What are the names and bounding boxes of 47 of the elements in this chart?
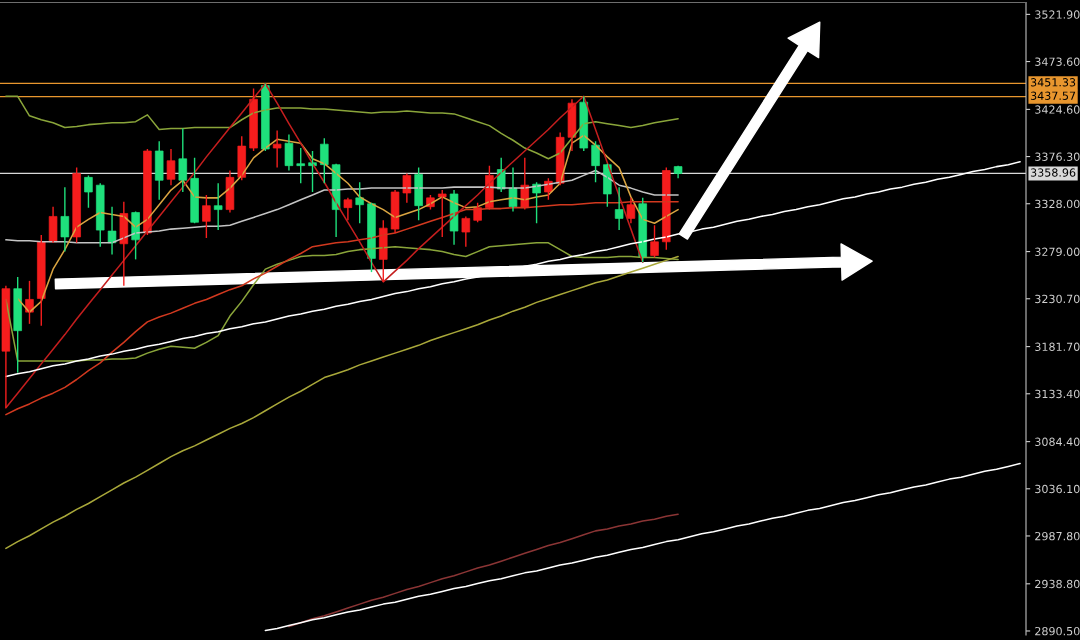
- y-tick-label: 2890.50: [1035, 626, 1080, 636]
- candlestick: [72, 166, 81, 244]
- line-series: [5, 242, 679, 362]
- ref-line-label: 3358.96: [1030, 168, 1076, 177]
- candlestick: [237, 135, 246, 181]
- y-tick-label: 3084.40: [1035, 437, 1080, 446]
- candlestick: [355, 181, 364, 224]
- candlestick: [166, 148, 176, 186]
- y-tick-label: 3230.70: [1035, 294, 1080, 304]
- y-tick-label: 3328.00: [1035, 199, 1080, 209]
- y-tick-label: 3376.30: [1035, 152, 1080, 161]
- line-series: [16, 134, 679, 313]
- line-series: [5, 169, 679, 244]
- line-series: [5, 95, 679, 160]
- candlestick: [591, 140, 600, 183]
- candlestick: [296, 147, 305, 184]
- line-series: [264, 462, 1021, 632]
- line-series: [5, 82, 644, 409]
- candlestick: [143, 148, 152, 236]
- candlestick: [202, 194, 211, 239]
- candlestick: [308, 150, 317, 193]
- candlestick: [650, 224, 659, 259]
- candlestick: [249, 87, 258, 152]
- candlestick: [13, 276, 22, 374]
- candlestick: [178, 127, 188, 193]
- ref-line-label: 3437.57: [1030, 91, 1076, 100]
- y-tick-label: 3521.90: [1035, 10, 1080, 19]
- y-tick-label: 3279.00: [1035, 247, 1080, 256]
- y-tick-label: 3473.60: [1035, 57, 1080, 66]
- candlestick: [154, 140, 164, 201]
- ref-line-label: 3451.33: [1030, 78, 1076, 87]
- y-tick-label: 3036.10: [1035, 484, 1080, 494]
- candlestick: [37, 234, 46, 327]
- y-tick-label: 3181.70: [1035, 342, 1080, 351]
- candlestick: [438, 189, 447, 238]
- candlestick: [272, 129, 282, 169]
- line-series: [288, 513, 679, 628]
- candlestick: [213, 182, 223, 231]
- y-tick-label: 3133.40: [1035, 389, 1080, 399]
- line-series: [5, 255, 679, 550]
- candlestick: [96, 182, 105, 248]
- candlestick: [84, 174, 93, 209]
- y-tick-label: 2987.80: [1035, 531, 1080, 541]
- candlestick: [190, 157, 199, 224]
- y-tick-label: 3424.60: [1035, 105, 1080, 114]
- candlestick: [320, 137, 329, 184]
- y-tick-label: 2938.80: [1035, 579, 1080, 589]
